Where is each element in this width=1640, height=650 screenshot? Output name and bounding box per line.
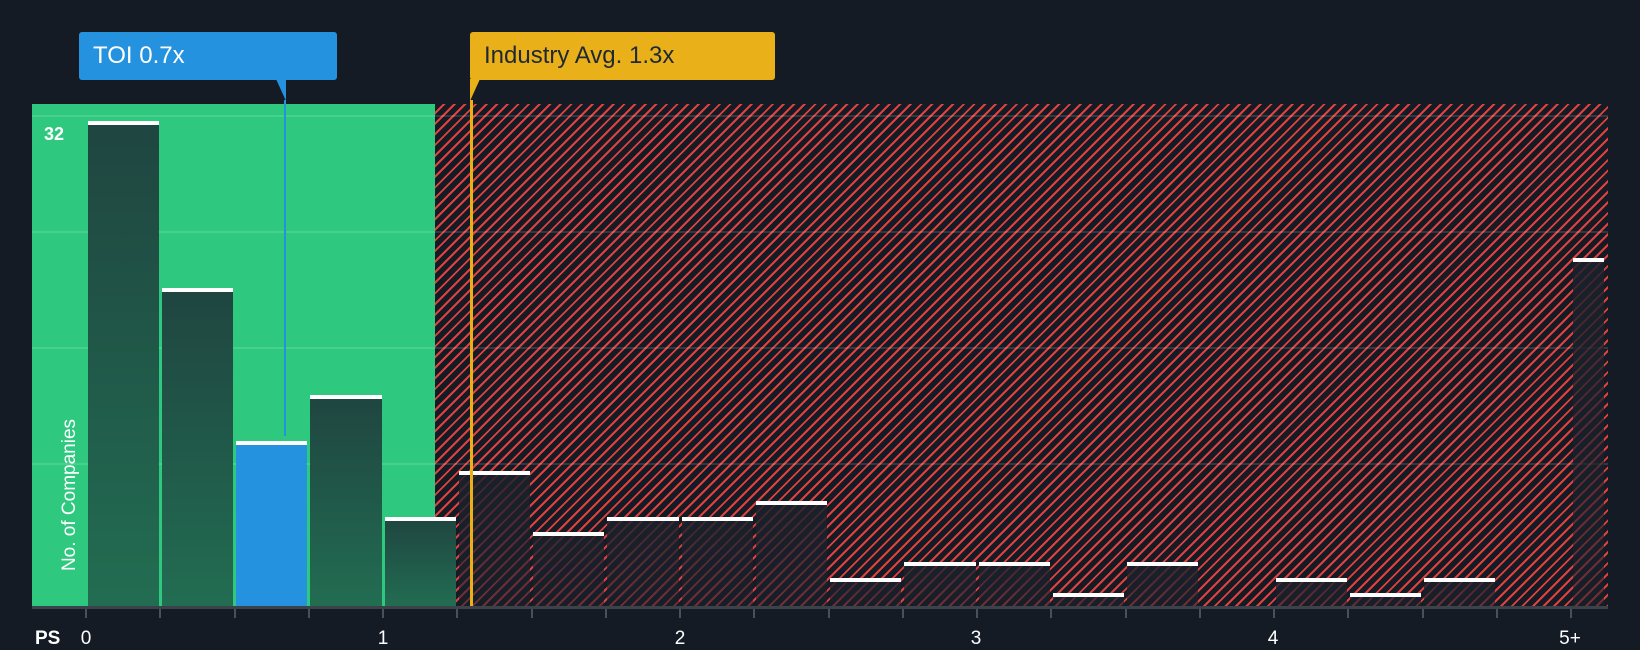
x-axis-tick xyxy=(307,609,310,618)
x-axis-line xyxy=(32,606,1608,609)
histogram-bar xyxy=(607,516,679,608)
bar-top-marker xyxy=(1349,592,1421,597)
x-tick-label-5plus: 5+ xyxy=(1559,628,1581,649)
x-axis-tick xyxy=(901,609,904,618)
histogram-bar xyxy=(1424,577,1496,608)
x-axis-tick xyxy=(1495,609,1498,618)
x-axis-tick xyxy=(1124,609,1127,618)
histogram-bar xyxy=(310,394,382,608)
gridline xyxy=(32,463,1608,465)
histogram-bar xyxy=(1127,562,1199,608)
plot-area: 32 No. of Companies xyxy=(32,104,1608,608)
histogram-bar xyxy=(830,577,902,608)
x-tick-label-4: 4 xyxy=(1267,628,1279,649)
x-axis-tick xyxy=(530,609,533,618)
x-tick-label-0: 0 xyxy=(80,628,92,649)
histogram-bar xyxy=(681,516,753,608)
histogram-bar xyxy=(1052,592,1124,608)
histogram-bar xyxy=(904,562,976,608)
gridline xyxy=(32,347,1608,349)
gridline xyxy=(32,115,1608,117)
company-callout: TOI 0.7x xyxy=(79,32,337,80)
bar-top-marker xyxy=(384,516,456,521)
histogram-bar xyxy=(1572,257,1604,608)
x-axis-tick xyxy=(1421,609,1424,618)
histogram-bar xyxy=(161,288,233,608)
bar-top-marker xyxy=(458,471,530,476)
histogram-bar xyxy=(1349,592,1421,608)
x-axis-tick xyxy=(382,609,384,618)
x-axis-tick xyxy=(1050,609,1053,618)
y-axis-title: No. of Companies xyxy=(59,418,80,572)
histogram-bar xyxy=(755,501,827,608)
x-axis-tick xyxy=(1273,609,1275,618)
bar-top-marker xyxy=(161,288,233,293)
industry-callout-pointer xyxy=(470,79,480,101)
industry-marker-line xyxy=(470,100,473,606)
histogram-bar xyxy=(384,516,456,608)
x-axis-title: PS xyxy=(35,628,61,649)
x-axis-tick xyxy=(85,609,87,618)
x-axis-tick xyxy=(827,609,830,618)
bar-top-marker xyxy=(1275,577,1347,582)
bar-top-marker xyxy=(904,562,976,567)
x-axis-tick xyxy=(976,609,978,618)
x-axis-tick xyxy=(456,609,459,618)
bar-top-marker xyxy=(755,501,827,506)
y-axis-max-label: 32 xyxy=(44,124,65,144)
industry-callout-label: Industry Avg. 1.3x xyxy=(484,42,675,69)
x-axis-tick xyxy=(1570,609,1572,618)
bar-top-marker xyxy=(1572,257,1604,262)
x-tick-label-1: 1 xyxy=(377,628,389,649)
bar-top-marker xyxy=(607,516,679,521)
bar-top-marker xyxy=(978,562,1050,567)
x-axis-tick xyxy=(233,609,236,618)
x-axis-tick xyxy=(1198,609,1201,618)
histogram-bar xyxy=(87,121,159,608)
bar-top-marker xyxy=(681,516,753,521)
x-axis-tick xyxy=(604,609,607,618)
bar-top-marker xyxy=(1424,577,1496,582)
company-callout-pointer xyxy=(276,79,286,101)
company-marker-line xyxy=(284,100,286,436)
bar-top-marker xyxy=(1052,592,1124,597)
x-axis-tick xyxy=(679,609,681,618)
bar-top-marker xyxy=(310,394,382,399)
gridline xyxy=(32,231,1608,233)
bar-top-marker xyxy=(236,440,308,445)
x-tick-label-3: 3 xyxy=(970,628,982,649)
histogram-bar xyxy=(1275,577,1347,608)
bar-top-marker xyxy=(1127,562,1199,567)
histogram-bar xyxy=(978,562,1050,608)
x-tick-label-2: 2 xyxy=(674,628,686,649)
industry-callout: Industry Avg. 1.3x xyxy=(470,32,775,80)
bar-top-marker xyxy=(87,121,159,125)
bar-top-marker xyxy=(830,577,902,582)
x-axis-tick xyxy=(1347,609,1350,618)
bar-top-marker xyxy=(533,531,605,536)
x-axis-tick xyxy=(753,609,756,618)
company-callout-label: TOI 0.7x xyxy=(93,42,185,69)
histogram-bar xyxy=(236,440,308,608)
x-axis-tick xyxy=(159,609,162,618)
histogram-bar xyxy=(533,531,605,608)
